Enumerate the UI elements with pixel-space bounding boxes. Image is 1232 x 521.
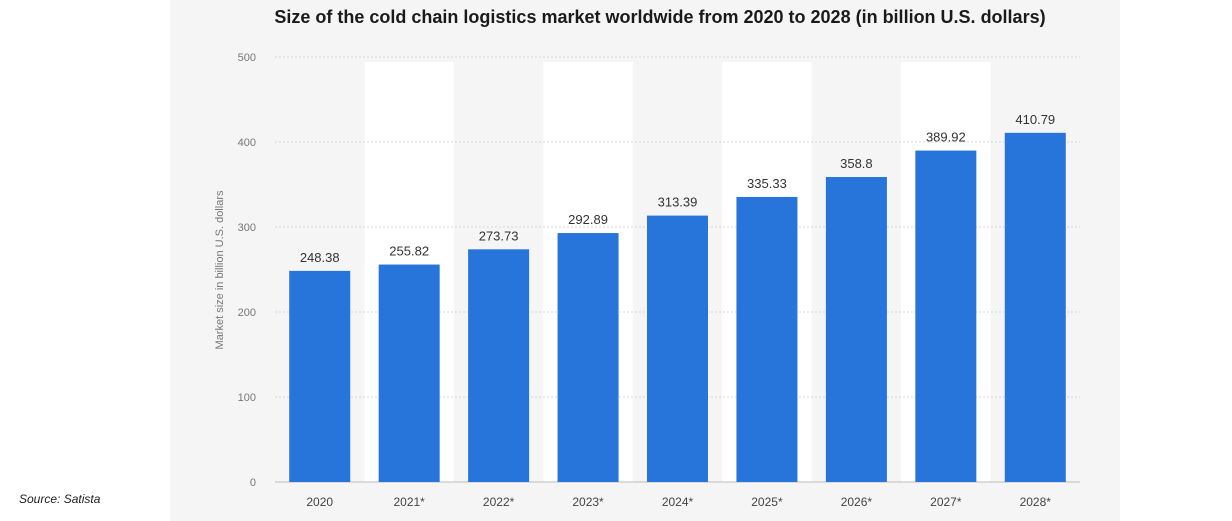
y-tick-label: 400 [238,137,256,149]
bar [289,270,351,482]
bar [915,150,977,482]
bar [468,249,530,482]
data-label: 255.82 [389,244,429,259]
data-label: 292.89 [568,212,608,227]
y-axis-tick-labels: 0 100 200 300 400 500 [238,52,256,489]
y-tick-label: 0 [250,477,256,489]
source-note: Source: Satista [19,492,101,506]
data-label: 358.8 [840,156,873,171]
bar [378,264,440,482]
x-axis-tick-labels: 2020 2021* 2022* 2023* 2024* 2025* 2026* 2027* 2… [306,495,1051,509]
y-tick-label: 200 [238,307,256,319]
x-tick-label: 2025* [751,495,783,509]
data-label: 410.79 [1015,112,1055,127]
value-labels: 248.38 255.82 273.73 292.89 313.39 335.33 358.… [300,112,1055,265]
bar [557,233,619,482]
bar [1004,132,1066,483]
x-tick-label: 2022* [483,495,515,509]
x-tick-label: 2023* [572,495,604,509]
bar [647,215,708,482]
data-label: 248.38 [300,250,340,265]
data-label: 335.33 [747,176,787,191]
data-label: 273.73 [479,228,519,243]
x-tick-label: 2027* [930,495,962,509]
data-label: 389.92 [926,130,966,145]
bar [736,196,798,483]
bars [289,132,1066,483]
bar [825,177,887,482]
y-tick-label: 500 [238,52,256,64]
x-tick-label: 2020 [306,495,333,509]
chart-title: Size of the cold chain logistics market … [274,7,1046,27]
data-label: 313.39 [658,195,698,210]
y-tick-label: 300 [238,222,256,234]
x-tick-label: 2021* [393,495,425,509]
x-tick-label: 2026* [841,495,873,509]
x-tick-label: 2028* [1020,495,1052,509]
y-tick-label: 100 [238,392,256,404]
x-tick-label: 2024* [662,495,694,509]
y-axis-label: Market size in billion U.S. dollars [214,190,226,349]
